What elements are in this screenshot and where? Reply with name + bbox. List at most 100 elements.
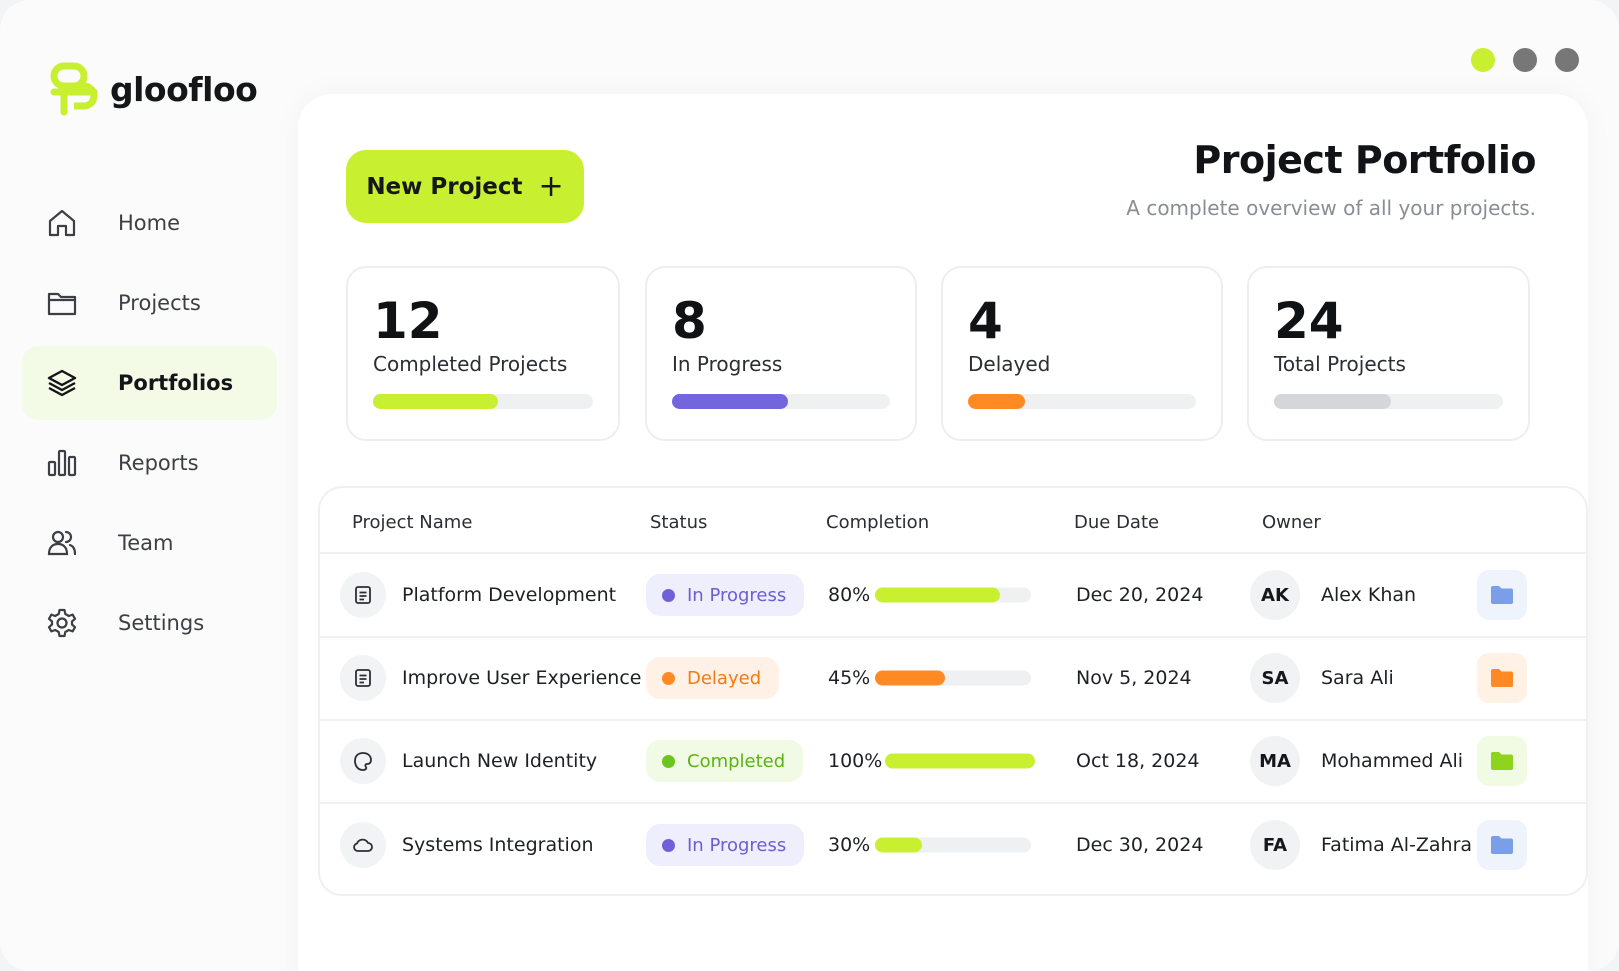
table-row[interactable]: Systems Integration In Progress 30% Dec … (320, 803, 1586, 887)
home-icon (46, 207, 78, 239)
table-row[interactable]: Improve User Experience Delayed 45% Nov … (320, 637, 1586, 721)
column-header-project-name[interactable]: Project Name (352, 512, 473, 533)
stat-card-delayed: 4 Delayed (941, 266, 1223, 441)
completion-percent: 30% (828, 834, 871, 856)
folder-icon (46, 287, 78, 319)
sidebar-item-reports[interactable]: Reports (22, 426, 277, 500)
window-dot-gray[interactable] (1555, 48, 1579, 72)
status-badge: In Progress (646, 824, 805, 866)
logo[interactable]: gloofloo (50, 62, 258, 116)
avatar[interactable]: MA (1250, 736, 1300, 786)
open-folder-button[interactable] (1477, 820, 1527, 870)
column-header-completion[interactable]: Completion (826, 512, 930, 533)
status-label: Delayed (687, 667, 762, 689)
new-project-label: New Project (366, 173, 523, 200)
page-title: Project Portfolio (1193, 138, 1536, 182)
folder-icon (1491, 586, 1513, 604)
sidebar-item-label: Projects (118, 291, 201, 315)
status-dot-icon (662, 838, 675, 852)
avatar[interactable]: AK (1250, 570, 1300, 620)
sidebar-item-home[interactable]: Home (22, 186, 277, 260)
completion-progress-fill (885, 753, 1035, 769)
gloofloo-logo-icon (50, 62, 98, 116)
cloud-icon (340, 822, 386, 868)
stat-progress-track (968, 394, 1196, 409)
completion-progress-fill (875, 837, 922, 853)
completion-progress-fill (875, 670, 946, 686)
completion-progress-track (885, 753, 1035, 769)
sidebar-item-label: Reports (118, 451, 199, 475)
project-name[interactable]: Systems Integration (402, 834, 594, 856)
completion-progress-track (875, 837, 1031, 853)
stat-value: 4 (968, 292, 1003, 350)
avatar[interactable]: SA (1250, 653, 1300, 703)
sidebar-item-team[interactable]: Team (22, 506, 277, 580)
open-folder-button[interactable] (1477, 736, 1527, 786)
status-label: In Progress (687, 584, 787, 606)
open-folder-button[interactable] (1477, 653, 1527, 703)
stat-card-completed: 12 Completed Projects (346, 266, 620, 441)
due-date: Dec 30, 2024 (1076, 834, 1204, 856)
table-header: Project Name Status Completion Due Date … (320, 488, 1586, 554)
due-date: Oct 18, 2024 (1076, 750, 1200, 772)
column-header-owner[interactable]: Owner (1262, 512, 1321, 533)
completion-percent: 80% (828, 584, 871, 606)
stat-card-total: 24 Total Projects (1247, 266, 1530, 441)
sidebar-nav: Home Projects Portfolios Reports (22, 186, 277, 666)
document-icon (340, 572, 386, 618)
stat-progress-track (373, 394, 593, 409)
sidebar-item-label: Settings (118, 611, 205, 635)
status-badge: Delayed (646, 657, 780, 699)
stat-card-in-progress: 8 In Progress (645, 266, 917, 441)
sidebar-item-portfolios[interactable]: Portfolios (22, 346, 277, 420)
window-dot-gray[interactable] (1513, 48, 1537, 72)
owner-name: Sara Ali (1321, 667, 1394, 689)
stat-progress-track (672, 394, 890, 409)
table-row[interactable]: Platform Development In Progress 80% Dec… (320, 554, 1586, 638)
stat-progress-fill (672, 394, 788, 409)
folder-icon (1491, 752, 1513, 770)
document-icon (340, 655, 386, 701)
stat-value: 8 (672, 292, 707, 350)
stat-value: 24 (1274, 292, 1344, 350)
stat-label: Completed Projects (373, 352, 568, 376)
new-project-button[interactable]: New Project + (346, 150, 584, 223)
avatar[interactable]: FA (1250, 820, 1300, 870)
status-badge: In Progress (646, 574, 805, 616)
completion-percent: 45% (828, 667, 871, 689)
status-label: Completed (687, 750, 786, 772)
project-name[interactable]: Launch New Identity (402, 750, 598, 772)
sidebar-item-label: Team (118, 531, 174, 555)
sidebar-item-label: Portfolios (118, 371, 234, 395)
folder-icon (1491, 836, 1513, 854)
project-name[interactable]: Improve User Experience (402, 667, 642, 689)
status-dot-icon (662, 588, 675, 602)
owner-name: Alex Khan (1321, 584, 1417, 606)
bar-chart-icon (46, 447, 78, 479)
users-icon (46, 527, 78, 559)
completion-percent: 100% (828, 750, 883, 772)
status-label: In Progress (687, 834, 787, 856)
stat-progress-fill (968, 394, 1025, 409)
completion-progress-track (875, 587, 1031, 603)
sidebar-item-projects[interactable]: Projects (22, 266, 277, 340)
page-header: Project Portfolio A complete overview of… (1126, 138, 1536, 220)
gear-icon (46, 607, 78, 639)
stat-progress-fill (1274, 394, 1391, 409)
due-date: Nov 5, 2024 (1076, 667, 1192, 689)
due-date: Dec 20, 2024 (1076, 584, 1204, 606)
sidebar-item-settings[interactable]: Settings (22, 586, 277, 660)
table-row[interactable]: Launch New Identity Completed 100% Oct 1… (320, 720, 1586, 804)
stat-progress-fill (373, 394, 499, 409)
window-dot-green[interactable] (1471, 48, 1495, 72)
column-header-due-date[interactable]: Due Date (1074, 512, 1160, 533)
project-name[interactable]: Platform Development (402, 584, 617, 606)
main-panel: New Project + Project Portfolio A comple… (298, 94, 1588, 971)
owner-name: Fatima Al-Zahra (1321, 834, 1473, 856)
status-dot-icon (662, 754, 675, 768)
layers-icon (46, 367, 78, 399)
open-folder-button[interactable] (1477, 570, 1527, 620)
column-header-status[interactable]: Status (650, 512, 708, 533)
stat-label: In Progress (672, 352, 783, 376)
